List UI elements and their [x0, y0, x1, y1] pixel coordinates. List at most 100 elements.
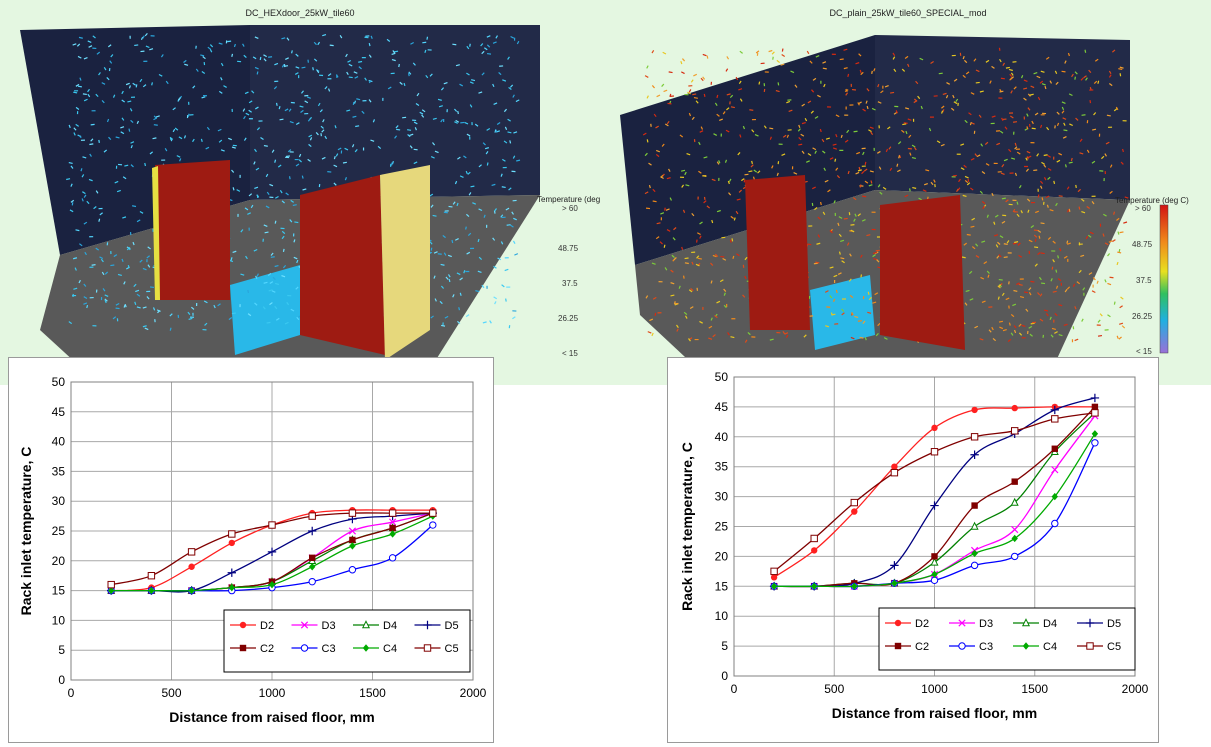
data-point — [148, 573, 154, 579]
airflow-vector — [72, 202, 73, 205]
airflow-vector — [459, 307, 460, 310]
airflow-vector — [1042, 197, 1043, 200]
airflow-vector — [1107, 283, 1111, 284]
data-point — [1012, 535, 1018, 542]
airflow-vector — [703, 176, 707, 177]
legend-label: C4 — [1043, 641, 1057, 653]
data-point — [1012, 526, 1018, 532]
airflow-vector — [1030, 281, 1034, 282]
airflow-vector — [671, 295, 675, 296]
airflow-vector — [170, 328, 171, 331]
airflow-vector — [1097, 281, 1098, 284]
airflow-vector — [902, 124, 906, 125]
data-point — [188, 549, 194, 555]
airflow-vector — [967, 235, 971, 236]
airflow-vector — [778, 82, 779, 85]
data-point — [188, 564, 194, 570]
temperature-color-scale — [1160, 205, 1168, 353]
airflow-vector — [999, 280, 1003, 281]
data-point — [301, 645, 307, 651]
room-right-wall-right — [875, 35, 1130, 200]
airflow-vector — [1120, 306, 1123, 308]
airflow-vector — [482, 285, 484, 288]
airflow-vector — [684, 276, 685, 279]
airflow-vector — [663, 52, 666, 54]
airflow-vector — [399, 64, 400, 67]
airflow-vector — [283, 249, 284, 252]
airflow-vector — [441, 264, 445, 265]
airflow-vector — [264, 146, 268, 147]
airflow-vector — [662, 84, 664, 86]
y-tick-label: 15 — [715, 579, 729, 593]
airflow-vector — [652, 85, 654, 88]
airflow-vector — [407, 130, 411, 131]
airflow-vector — [704, 94, 705, 97]
data-point — [771, 568, 777, 574]
data-point — [269, 522, 275, 528]
airflow-vector — [478, 239, 479, 242]
airflow-vector — [73, 92, 77, 93]
airflow-vector — [1110, 277, 1114, 278]
airflow-vector — [1120, 73, 1121, 76]
airflow-vector — [1054, 181, 1055, 184]
airflow-vector — [392, 163, 393, 166]
data-point — [430, 522, 436, 528]
airflow-vector — [452, 240, 453, 243]
airflow-vector — [1045, 86, 1046, 89]
airflow-vector — [1066, 164, 1067, 167]
airflow-vector — [707, 56, 708, 59]
cfd-visualization-right — [605, 0, 1211, 385]
data-point — [228, 569, 236, 577]
airflow-vector — [1041, 223, 1045, 224]
airflow-vector — [343, 162, 347, 163]
airflow-vector — [1098, 81, 1099, 84]
data-point — [851, 508, 857, 514]
airflow-vector — [302, 176, 303, 179]
airflow-vector — [1044, 155, 1048, 156]
airflow-vector — [460, 293, 461, 296]
airflow-vector — [136, 84, 137, 87]
airflow-vector — [280, 119, 284, 120]
airflow-vector — [694, 98, 698, 99]
airflow-vector — [233, 187, 234, 190]
airflow-vector — [1112, 240, 1115, 242]
legend-tick-right: 48.75 — [1132, 240, 1152, 249]
airflow-vector — [188, 114, 189, 117]
legend-label: C5 — [445, 643, 459, 655]
airflow-vector — [129, 129, 130, 132]
x-tick-label: 1000 — [921, 682, 948, 696]
airflow-vector — [1098, 320, 1100, 323]
airflow-vector — [698, 258, 702, 259]
airflow-vector — [733, 256, 734, 259]
airflow-vector — [355, 126, 359, 127]
airflow-vector — [293, 205, 297, 206]
airflow-vector — [866, 235, 870, 236]
airflow-vector — [890, 92, 894, 93]
airflow-vector — [431, 248, 432, 251]
data-point — [1012, 553, 1018, 559]
airflow-vector — [953, 175, 957, 176]
airflow-vector — [200, 55, 204, 56]
airflow-vector — [490, 321, 492, 324]
y-axis-title: Rack inlet temperature, C — [18, 447, 34, 616]
legend-tick-right: 37.5 — [1136, 276, 1152, 285]
airflow-vector — [110, 265, 114, 266]
airflow-vector — [1006, 67, 1010, 68]
airflow-vector — [396, 129, 400, 130]
airflow-vector — [92, 265, 96, 266]
y-tick-label: 10 — [52, 613, 66, 627]
x-axis-title: Distance from raised floor, mm — [169, 709, 374, 725]
airflow-vector — [727, 56, 729, 59]
airflow-vector — [968, 179, 969, 182]
data-point — [931, 425, 937, 431]
airflow-vector — [232, 54, 233, 57]
data-point — [349, 537, 355, 543]
airflow-vector — [277, 103, 278, 106]
data-point — [930, 501, 938, 509]
data-point — [971, 434, 977, 440]
y-tick-label: 5 — [721, 639, 728, 653]
cfd-panel-right: DC_plain_25kW_tile60_SPECIAL_mod Tempera… — [605, 0, 1211, 385]
airflow-vector — [1105, 279, 1106, 282]
legend-label: D4 — [383, 620, 397, 632]
